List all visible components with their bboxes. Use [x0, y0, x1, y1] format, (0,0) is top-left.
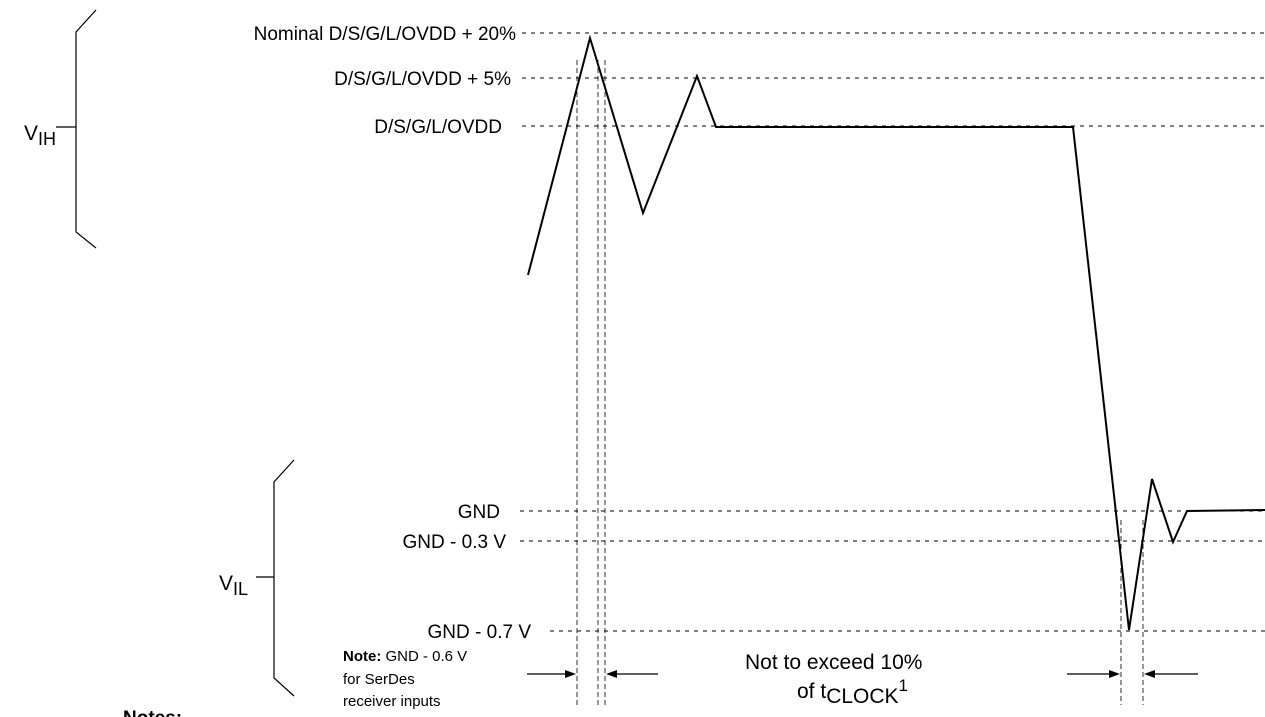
right-arrowhead: [1109, 670, 1120, 678]
nominal-plus-20-label: Nominal D/S/G/L/OVDD + 20%: [254, 24, 517, 45]
vih-label: VIH: [24, 122, 56, 149]
serdes-note-line-1: Note: GND - 0.6 V: [343, 648, 467, 665]
left-inner-arrowhead: [606, 670, 617, 678]
gnd-label: GND: [458, 502, 500, 523]
plus-5-label: D/S/G/L/OVDD + 5%: [334, 69, 511, 90]
notes-heading: Notes:: [123, 708, 182, 717]
vil-bracket: [273, 459, 295, 697]
timing-limit-line-1: Not to exceed 10%: [745, 651, 922, 674]
signal-waveform: [527, 34, 1265, 631]
vih-bracket: [75, 9, 97, 249]
serdes-note-line-2: for SerDes: [343, 671, 415, 688]
left-arrowhead: [565, 670, 576, 678]
vdd-label: D/S/G/L/OVDD: [374, 117, 502, 138]
right-inner-arrowhead: [1144, 670, 1155, 678]
gnd-minus-03-label: GND - 0.3 V: [403, 532, 507, 553]
serdes-note-line-3: receiver inputs: [343, 693, 441, 710]
gnd-minus-07-label: GND - 0.7 V: [428, 622, 532, 643]
vil-label: VIL: [219, 572, 248, 599]
timing-limit-line-2: of tCLOCK1: [797, 676, 908, 708]
